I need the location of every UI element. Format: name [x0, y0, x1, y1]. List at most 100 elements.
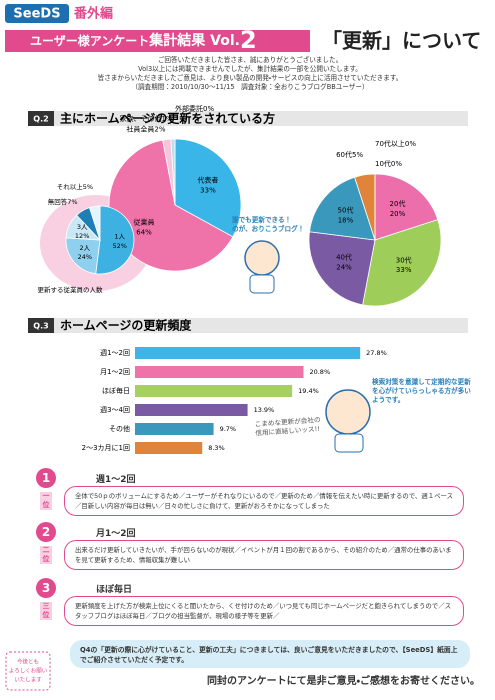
slice-name: 60代: [336, 150, 352, 159]
pie-slice: [374, 173, 439, 241]
slice-value: 7%: [67, 198, 77, 206]
slice-value: 64%: [136, 228, 152, 236]
note-bubble: [70, 640, 470, 668]
rank-comment: 全体で50ｐのボリュームにするため／ユーザーがそれなりにいるので／更新のため／情…: [64, 486, 464, 516]
rank-title: 週1〜2回: [96, 475, 136, 485]
slice-label: 代表者: [197, 176, 218, 185]
rank-label: 三位: [40, 602, 52, 620]
stamp-line: よろしくお願い: [9, 668, 48, 675]
section-bar: [28, 318, 468, 333]
pie-slice: [308, 231, 376, 306]
bar-category: 週3〜4回: [100, 405, 130, 414]
section-number: Q.2: [33, 115, 48, 124]
bar: [135, 385, 293, 397]
rank-label: 一位: [40, 492, 52, 510]
slice-value: 0%: [203, 105, 214, 113]
section-title: 主にホームページの更新をされている方: [60, 111, 275, 126]
character-body: [334, 433, 364, 453]
slice-value: 0%: [391, 160, 402, 168]
intro-line: ご回答いただきました皆さま、誠にありがとうございました。: [157, 56, 343, 64]
stamp-box: [5, 651, 51, 691]
topic: 「更新」について: [322, 29, 481, 53]
footer-closing: 同封のアンケートにて是非ご意見・ご感想をお寄せください。: [207, 676, 480, 687]
slice-value: 33%: [396, 266, 412, 274]
section-number-box: [28, 318, 54, 333]
logo: SeeDS: [13, 7, 60, 22]
banner-survey: ユーザー様アンケート: [30, 33, 149, 48]
slice-name: 10代: [375, 159, 391, 168]
callout-line: 誰でも更新できる！: [232, 216, 292, 224]
callout: 検索対策を意識して定期的な更新を心がけていらっしゃる方が多いようです。: [372, 378, 471, 404]
slice-label: 家族、その他1%: [120, 114, 173, 123]
rank-number: 2: [36, 522, 56, 542]
rank-number: 3: [36, 578, 56, 598]
rank-comment: 更新頻度を上げた方が検索上位にくると聞いたから、くせ付けのため／いつ見ても同じホ…: [64, 596, 464, 626]
slice-name: 無回答: [48, 197, 68, 206]
footer-note: Q4の「更新の際に心がけていること、更新の工夫」につきましては、良いご意見をいた…: [80, 646, 458, 664]
character: [244, 240, 280, 276]
bar-category: その他: [109, 424, 130, 433]
bar: [135, 423, 214, 435]
bar: [135, 442, 203, 454]
slice-label: 外部委託0%: [175, 104, 214, 113]
pie-slice: [65, 237, 101, 275]
slice-label: それ以上5%: [57, 182, 93, 191]
bar-category: 月1〜2回: [100, 368, 130, 376]
slice-value: 20%: [390, 210, 406, 218]
section-number: Q.3: [33, 322, 48, 331]
slice-name: 社員全員: [126, 125, 154, 134]
slice-value: 24%: [336, 263, 352, 271]
bar-value: 27.8%: [366, 349, 387, 357]
bar-value: 20.8%: [309, 368, 330, 376]
slice-name: 70代以上: [375, 139, 405, 148]
slice-label: 30代: [396, 255, 412, 264]
bar-value: 13.9%: [254, 406, 275, 414]
intro: ご回答いただきました皆さま、誠にありがとうございました。 Vol3以上には掲載で…: [40, 56, 460, 92]
rank-title: ほぼ毎日: [96, 585, 133, 595]
slice-value: 18%: [338, 216, 354, 224]
callout-line: のが、おりこうブログ！: [232, 225, 305, 233]
pie-slice: [174, 138, 242, 238]
slice-label: 2人: [79, 244, 90, 252]
slice-value: 1%: [162, 115, 173, 123]
slice-name: それ以上: [57, 182, 84, 191]
stamp-line: いたします: [14, 677, 42, 684]
slice-value: 5%: [352, 151, 363, 159]
slice-label: 1人: [114, 233, 125, 241]
slice-name: 外部委託: [175, 104, 203, 113]
bar-value: 8.3%: [208, 444, 225, 452]
rank-label: 二位: [40, 546, 52, 564]
character: [325, 389, 371, 435]
banner: [5, 30, 310, 52]
banner-vol: 2: [240, 26, 257, 54]
bar: [135, 347, 361, 359]
bar-category: 2〜3カ月に1回: [82, 444, 130, 452]
character-body: [249, 274, 275, 294]
bar: [135, 366, 304, 378]
stamp-line: 今後とも: [17, 658, 39, 666]
banner-text: ユーザー様アンケート集計結果 Vol.2: [30, 26, 257, 54]
banner-result: 集計結果 Vol.: [148, 32, 240, 49]
bar-value: 9.7%: [220, 425, 237, 433]
section-number-box: [28, 111, 54, 126]
slice-label: 3人: [77, 223, 88, 231]
slice-value: 52%: [112, 242, 126, 250]
slice-label: 無回答7%: [48, 197, 78, 206]
pie-slice: [95, 205, 135, 275]
slice-value: 2%: [154, 126, 165, 134]
bar-category: 週1〜2回: [100, 348, 130, 357]
intro-line: （調査期間：2010/10/30〜11/15 調査対象：全おりこうブログBBユー…: [131, 83, 369, 91]
slice-label: 20代: [390, 199, 406, 208]
slice-value: 12%: [75, 232, 89, 240]
slice-label: 50代: [338, 206, 354, 215]
intro-line: Vol3以上には掲載できませんでしたが、集計結果の一部を公開いたします。: [138, 65, 362, 73]
pie-slice: [309, 176, 376, 241]
pie-slice: [88, 205, 101, 241]
slice-value: 5%: [83, 183, 93, 191]
rank-number: 1: [36, 468, 56, 488]
slice-value: 0%: [405, 140, 416, 148]
bar-category: ほぼ毎日: [102, 386, 130, 395]
logo-box: [5, 4, 69, 23]
section-bar: [28, 111, 468, 126]
